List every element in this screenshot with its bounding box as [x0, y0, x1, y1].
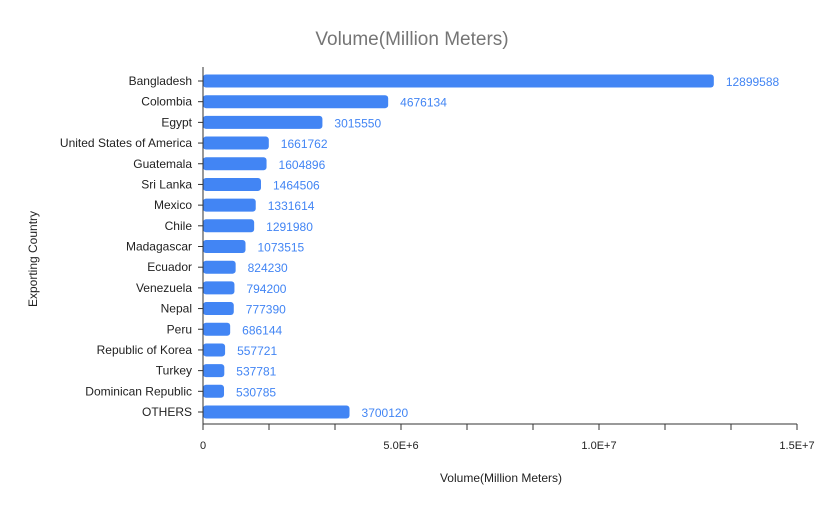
- data-label: 1661762: [281, 137, 328, 151]
- category-label: Dominican Republic: [85, 384, 192, 398]
- x-tick-label: 1.0E+7: [581, 440, 616, 452]
- data-label: 12899588: [726, 75, 780, 89]
- data-label: 3700120: [362, 406, 409, 420]
- category-label: Colombia: [141, 95, 192, 109]
- category-label: United States of America: [60, 136, 192, 150]
- axes: [202, 67, 797, 425]
- bar: [203, 95, 389, 109]
- data-label: 4676134: [400, 96, 447, 110]
- data-label: 530785: [236, 385, 276, 399]
- bar: [203, 302, 234, 316]
- category-label: Peru: [167, 322, 192, 336]
- category-label: Bangladesh: [129, 74, 192, 88]
- category-label: OTHERS: [142, 405, 192, 419]
- bar: [203, 198, 256, 212]
- category-label: Turkey: [156, 364, 192, 378]
- x-tick-label: 1.5E+7: [779, 440, 814, 452]
- bar: [203, 240, 246, 253]
- bar: [203, 157, 267, 171]
- chart-title: Volume(Million Meters): [315, 29, 508, 50]
- bar: [203, 322, 231, 336]
- data-label: 557721: [237, 344, 277, 358]
- x-ticks: 0 5.0E+6 1.0E+7 1.5E+7: [198, 80, 815, 452]
- data-label: 824230: [248, 261, 288, 275]
- bar: [203, 281, 235, 295]
- category-label: Nepal: [161, 302, 192, 316]
- category-label: Republic of Korea: [97, 343, 193, 357]
- category-label: Egypt: [161, 115, 192, 129]
- bar: [203, 384, 225, 398]
- data-label: 1464506: [273, 178, 320, 192]
- category-labels: Bangladesh Colombia Egypt United States of …: [60, 74, 193, 419]
- category-label: Guatemala: [133, 157, 192, 171]
- category-label: Chile: [165, 219, 193, 233]
- x-axis-title: Volume(Million Meters): [440, 471, 562, 485]
- bar: [203, 115, 323, 129]
- data-label: 794200: [246, 282, 286, 296]
- data-label: 537781: [236, 365, 276, 379]
- data-label: 1604896: [279, 158, 326, 172]
- bar: [203, 219, 255, 233]
- data-label: 3015550: [334, 116, 381, 130]
- bar: [203, 136, 269, 150]
- bar: [203, 364, 225, 378]
- category-label: Sri Lanka: [141, 177, 192, 191]
- category-label: Ecuador: [147, 260, 192, 274]
- bars-group: [203, 74, 714, 419]
- data-label: 1073515: [258, 241, 305, 255]
- data-label: 1291980: [266, 220, 313, 234]
- category-label: Venezuela: [136, 281, 192, 295]
- category-label: Madagascar: [126, 240, 192, 254]
- category-label: Mexico: [154, 198, 192, 212]
- value-labels: 12899588 4676134 3015550 1661762 1604896 1464…: [236, 75, 780, 420]
- x-tick-label: 0: [200, 440, 206, 452]
- data-label: 1331614: [268, 199, 315, 213]
- y-axis-title: Exporting Country: [26, 211, 40, 307]
- bar: [203, 177, 261, 191]
- bar: [203, 405, 350, 419]
- bar: [203, 343, 226, 357]
- data-label: 777390: [246, 303, 286, 317]
- data-label: 686144: [242, 323, 282, 337]
- bar: [203, 260, 236, 274]
- bar: [203, 74, 714, 88]
- x-tick-label: 5.0E+6: [383, 440, 418, 452]
